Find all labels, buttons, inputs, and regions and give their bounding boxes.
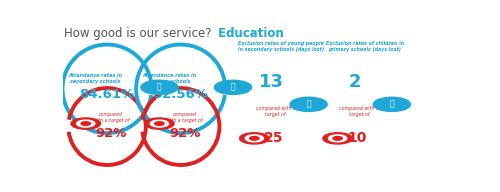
Circle shape (328, 135, 347, 142)
Circle shape (150, 120, 169, 127)
Circle shape (323, 133, 352, 144)
Text: 👎: 👎 (157, 83, 162, 92)
Circle shape (154, 122, 164, 125)
Circle shape (214, 80, 252, 94)
Text: Attendance rates in
primary schools: Attendance rates in primary schools (142, 73, 196, 84)
Circle shape (290, 97, 327, 111)
Circle shape (144, 118, 174, 129)
Circle shape (81, 122, 90, 125)
Text: 84.61%: 84.61% (80, 88, 134, 101)
Text: 92%: 92% (95, 127, 126, 140)
Text: compared
with a target of: compared with a target of (166, 112, 203, 123)
Text: How good is our service?: How good is our service? (64, 27, 212, 41)
Text: 25: 25 (264, 131, 283, 145)
Text: compared with a
target of: compared with a target of (339, 106, 379, 117)
Text: 👍: 👍 (390, 100, 394, 109)
Text: 13: 13 (259, 73, 284, 91)
Text: 92%: 92% (169, 127, 200, 140)
Text: compared with a
target of: compared with a target of (256, 106, 296, 117)
Text: 2: 2 (349, 73, 362, 91)
Text: compared
with a target of: compared with a target of (92, 112, 129, 123)
Text: Attendance rates in
secondary schools: Attendance rates in secondary schools (68, 73, 122, 84)
Circle shape (250, 137, 259, 140)
Text: 👍: 👍 (230, 83, 235, 92)
Text: Exclusion rates of children in
primary schools (days lost): Exclusion rates of children in primary s… (326, 41, 404, 52)
Circle shape (245, 135, 264, 142)
Text: 👍: 👍 (306, 100, 311, 109)
Circle shape (141, 80, 178, 94)
Text: Exclusion rates of young people
in secondary schools (days lost): Exclusion rates of young people in secon… (238, 41, 324, 52)
Circle shape (333, 137, 342, 140)
Circle shape (76, 120, 95, 127)
Circle shape (240, 133, 269, 144)
Text: 10: 10 (348, 131, 366, 145)
Text: 92.56%: 92.56% (153, 88, 208, 101)
Circle shape (374, 97, 410, 111)
Text: Education: Education (214, 27, 284, 41)
Circle shape (71, 118, 101, 129)
